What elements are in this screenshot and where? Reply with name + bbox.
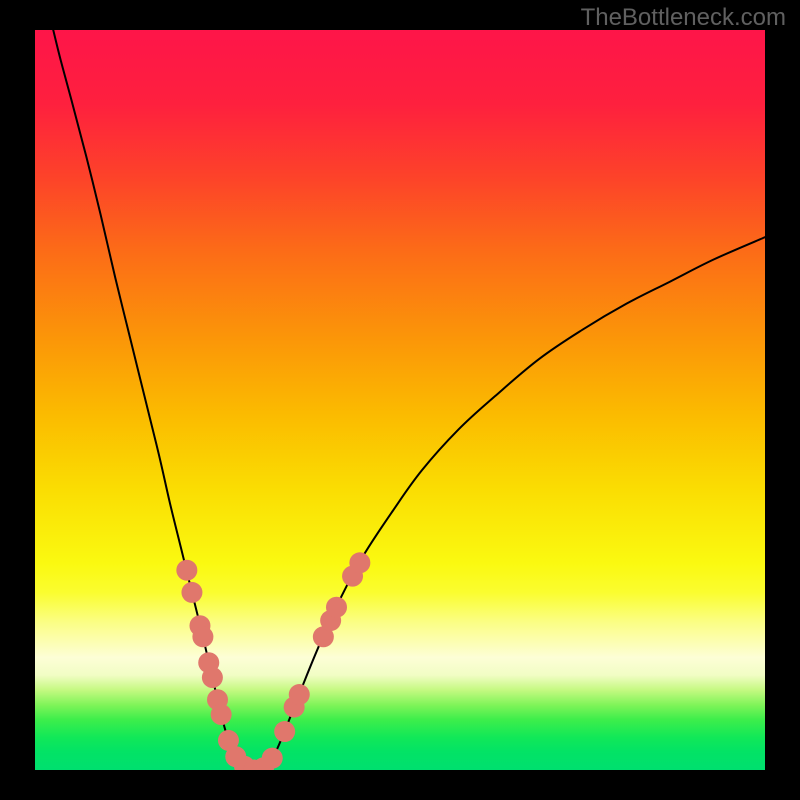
data-marker: [192, 626, 213, 647]
data-marker: [274, 721, 295, 742]
data-marker: [326, 597, 347, 618]
data-marker: [211, 704, 232, 725]
data-marker: [289, 684, 310, 705]
data-marker: [262, 748, 283, 769]
data-marker: [176, 560, 197, 581]
chart-svg: [0, 0, 800, 800]
data-marker: [349, 552, 370, 573]
chart-root: TheBottleneck.com: [0, 0, 800, 800]
data-marker: [202, 667, 223, 688]
data-marker: [181, 582, 202, 603]
